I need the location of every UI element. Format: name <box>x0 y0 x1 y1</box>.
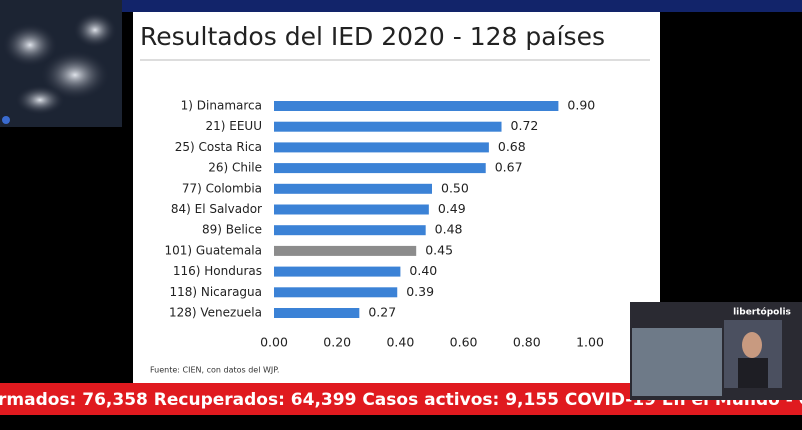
video-inset: libertópolis <box>630 302 802 400</box>
bar <box>274 121 502 132</box>
y-tick-label: 84) El Salvador <box>171 202 262 216</box>
bar <box>274 142 489 153</box>
y-tick-label: 101) Guatemala <box>165 243 262 257</box>
source-note: Fuente: CIEN, con datos del WJP. <box>150 366 279 375</box>
bar <box>274 101 559 111</box>
x-tick-label: 0.60 <box>450 335 478 350</box>
x-tick-label: 0.00 <box>260 335 288 350</box>
value-label: 0.49 <box>438 201 466 216</box>
y-tick-label: 116) Honduras <box>173 264 262 278</box>
value-label: 0.67 <box>495 160 523 175</box>
y-tick-label: 89) Belice <box>202 223 262 237</box>
bar <box>274 183 432 194</box>
x-tick-label: 1.00 <box>576 335 604 350</box>
ticker-text: rmados: 76,358 Recuperados: 64,399 Casos… <box>0 390 802 410</box>
bar <box>274 225 426 236</box>
bar <box>274 163 486 174</box>
y-tick-label: 118) Nicaragua <box>169 285 262 299</box>
y-tick-label: 128) Venezuela <box>169 306 262 320</box>
bar <box>274 245 417 256</box>
y-tick-label: 26) Chile <box>208 161 262 175</box>
bar <box>274 266 401 277</box>
satellite-image <box>0 0 122 127</box>
value-label: 0.45 <box>425 242 453 257</box>
chart-title: Resultados del IED 2020 - 128 países <box>140 22 605 51</box>
value-label: 0.39 <box>406 284 434 299</box>
y-tick-label: 25) Costa Rica <box>175 140 262 154</box>
inset-logo: libertópolis <box>733 307 791 318</box>
value-label: 0.48 <box>435 222 463 237</box>
bar <box>274 308 360 318</box>
x-tick-label: 0.40 <box>386 335 414 350</box>
x-tick-label: 0.20 <box>323 335 351 350</box>
x-tick-label: 0.80 <box>513 335 541 350</box>
value-label: 0.27 <box>368 305 396 320</box>
slide <box>133 12 660 383</box>
value-label: 0.50 <box>441 180 469 195</box>
bar <box>274 204 429 215</box>
y-tick-label: 1) Dinamarca <box>181 99 262 113</box>
top-strip <box>0 0 802 12</box>
value-label: 0.68 <box>498 139 526 154</box>
bar <box>274 287 398 298</box>
value-label: 0.40 <box>409 263 437 278</box>
y-tick-label: 77) Colombia <box>182 181 262 195</box>
value-label: 0.72 <box>511 118 539 133</box>
value-label: 0.90 <box>567 98 595 113</box>
y-tick-label: 21) EEUU <box>206 119 263 133</box>
